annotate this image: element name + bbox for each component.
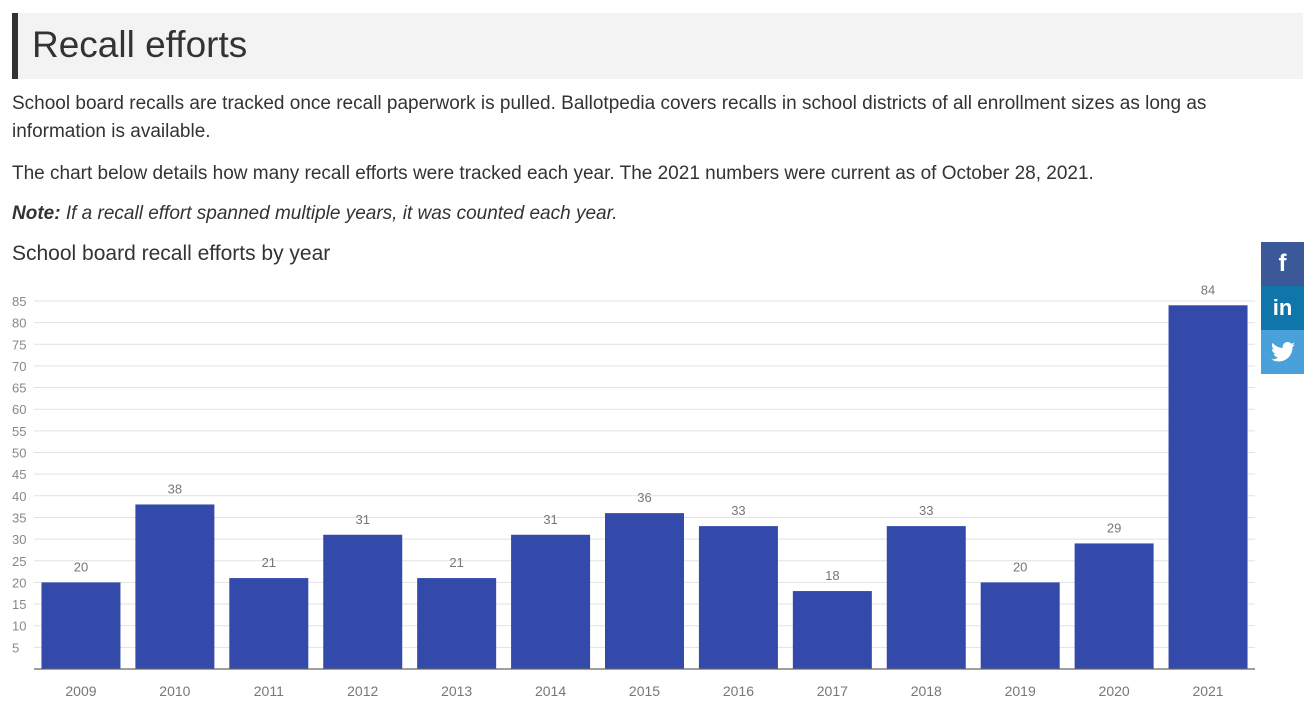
facebook-icon: f bbox=[1278, 250, 1287, 277]
bar bbox=[323, 534, 403, 669]
y-tick-label: 40 bbox=[12, 489, 26, 504]
bar bbox=[1074, 543, 1154, 669]
bar bbox=[41, 582, 121, 669]
bar bbox=[1168, 305, 1248, 669]
data-label: 31 bbox=[543, 512, 557, 527]
x-tick-label: 2016 bbox=[723, 683, 754, 699]
note-label: Note: bbox=[12, 203, 61, 224]
x-tick-label: 2019 bbox=[1005, 683, 1036, 699]
y-tick-label: 60 bbox=[12, 402, 26, 417]
data-label: 33 bbox=[731, 503, 745, 518]
y-tick-label: 10 bbox=[12, 619, 26, 634]
x-tick-label: 2014 bbox=[535, 683, 566, 699]
data-label: 21 bbox=[449, 555, 463, 570]
data-label: 38 bbox=[168, 481, 182, 496]
bar bbox=[886, 526, 966, 669]
bar bbox=[605, 513, 684, 669]
data-label: 84 bbox=[1201, 282, 1215, 297]
x-tick-label: 2015 bbox=[629, 683, 660, 699]
x-tick-label: 2017 bbox=[817, 683, 848, 699]
data-label: 18 bbox=[825, 568, 839, 583]
data-label: 29 bbox=[1107, 520, 1121, 535]
y-tick-label: 15 bbox=[12, 597, 26, 612]
y-tick-label: 80 bbox=[12, 316, 26, 331]
chart-description-paragraph: The chart below details how many recall … bbox=[12, 163, 1094, 184]
x-tick-label: 2009 bbox=[65, 683, 96, 699]
bar bbox=[135, 504, 215, 669]
note-text: If a recall effort spanned multiple year… bbox=[60, 203, 618, 224]
y-tick-label: 20 bbox=[12, 575, 26, 590]
bar bbox=[698, 526, 778, 669]
bar bbox=[980, 582, 1060, 669]
x-tick-label: 2018 bbox=[911, 683, 942, 699]
bar-chart: 5 10 15 20 25 30 35 40 45 50 55 60 65 70 75 80 85 20 2009 3… bbox=[12, 282, 1255, 699]
note-paragraph: Note: If a recall effort spanned multipl… bbox=[12, 200, 1297, 228]
twitter-bird-icon bbox=[1270, 342, 1295, 362]
linkedin-share-button[interactable]: in bbox=[1261, 286, 1304, 330]
x-tick-label: 2012 bbox=[347, 683, 378, 699]
data-label: 36 bbox=[637, 490, 651, 505]
y-tick-label: 50 bbox=[12, 446, 26, 461]
section-header: Recall efforts bbox=[12, 13, 1303, 79]
x-tick-label: 2010 bbox=[159, 683, 190, 699]
y-tick-label: 65 bbox=[12, 381, 26, 396]
bar bbox=[792, 591, 872, 669]
data-label: 20 bbox=[1013, 559, 1027, 574]
twitter-share-button[interactable] bbox=[1261, 330, 1304, 374]
data-label: 31 bbox=[355, 512, 369, 527]
y-tick-label: 25 bbox=[12, 554, 26, 569]
bar bbox=[417, 578, 497, 669]
y-tick-label: 30 bbox=[12, 532, 26, 547]
x-tick-label: 2020 bbox=[1099, 683, 1130, 699]
facebook-share-button[interactable]: f bbox=[1261, 242, 1304, 286]
section-heading: Recall efforts bbox=[32, 24, 248, 65]
y-tick-label: 70 bbox=[12, 359, 26, 374]
y-tick-label: 45 bbox=[12, 467, 26, 482]
chart-title: School board recall efforts by year bbox=[12, 242, 331, 265]
intro-paragraph: School board recalls are tracked once re… bbox=[12, 93, 1207, 142]
y-tick-label: 75 bbox=[12, 337, 26, 352]
y-tick-label: 55 bbox=[12, 424, 26, 439]
data-label: 21 bbox=[262, 555, 276, 570]
y-tick-label: 85 bbox=[12, 294, 26, 309]
y-tick-label: 5 bbox=[12, 640, 19, 655]
bar bbox=[229, 578, 309, 669]
x-tick-label: 2021 bbox=[1192, 683, 1223, 699]
linkedin-icon: in bbox=[1272, 295, 1293, 320]
y-tick-label: 35 bbox=[12, 510, 26, 525]
data-label: 20 bbox=[74, 559, 88, 574]
x-tick-label: 2013 bbox=[441, 683, 472, 699]
bar bbox=[511, 534, 591, 669]
data-label: 33 bbox=[919, 503, 933, 518]
x-tick-label: 2011 bbox=[254, 683, 284, 699]
